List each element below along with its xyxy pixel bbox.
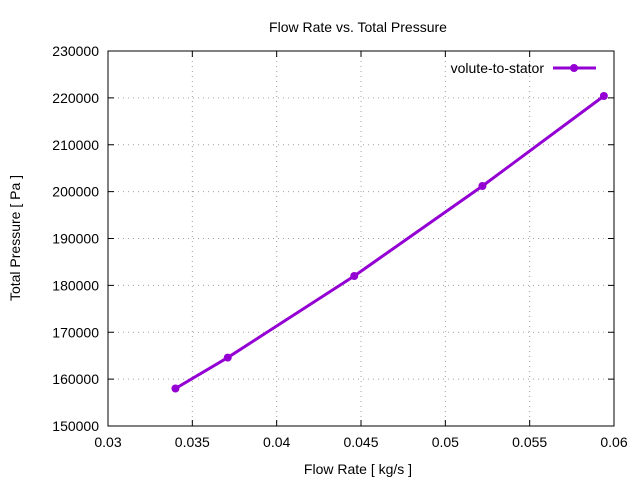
legend-label-volute-to-stator: volute-to-stator [451,60,545,76]
y-tick-label: 170000 [52,324,99,340]
x-tick-label: 0.03 [94,434,121,450]
x-tick-label: 0.055 [512,434,547,450]
y-tick-label: 160000 [52,371,99,387]
x-tick-label: 0.035 [175,434,210,450]
x-tick-label: 0.04 [263,434,290,450]
series-layer [171,92,608,393]
x-tick-label: 0.05 [432,434,459,450]
data-point [599,92,608,100]
x-axis-title: Flow Rate [ kg/s ] [304,461,412,477]
legend-marker-volute-to-stator [570,64,578,72]
y-tick-label: 210000 [52,137,99,153]
y-tick-label: 180000 [52,277,99,293]
y-axis-title: Total Pressure [ Pa ] [7,175,23,301]
data-point [350,272,359,280]
series-line-volute-to-stator [174,94,605,390]
y-tick-labels: 150000 160000 170000 180000 190000 200000 2100… [52,43,99,434]
x-tick-labels: 0.03 0.035 0.04 0.045 0.05 0.055 0.06 [94,434,627,450]
y-tick-label: 200000 [52,184,99,200]
data-point [171,384,180,393]
x-tick-label: 0.045 [343,434,378,450]
y-tick-label: 220000 [52,90,99,106]
legend: volute-to-stator [451,60,596,76]
plot-frame [107,50,615,427]
y-tick-label: 190000 [52,231,99,247]
data-point [478,182,487,190]
data-point [223,353,232,362]
y-tick-label: 230000 [52,43,99,59]
y-tick-label: 150000 [52,418,99,434]
x-tick-label: 0.06 [600,434,627,450]
chart-title: Flow Rate vs. Total Pressure [269,19,447,35]
grid-lines [108,51,614,426]
